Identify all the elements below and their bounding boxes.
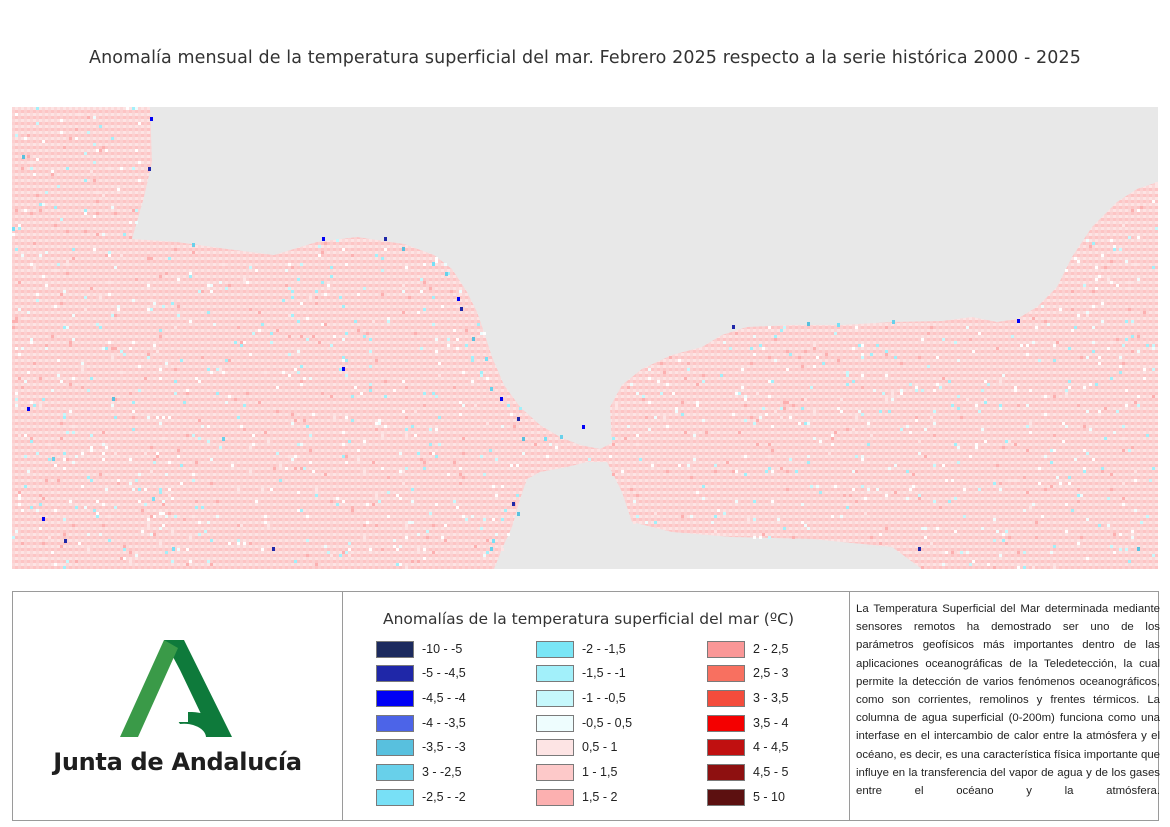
legend-item: 5 - 10 [707, 788, 785, 806]
legend-swatch [376, 664, 414, 682]
legend-item: -4 - -3,5 [376, 714, 466, 732]
legend-label: -4,5 - -4 [422, 691, 466, 705]
map-canvas [12, 107, 1158, 569]
legend-item: -2 - -1,5 [536, 640, 626, 658]
legend-item: 3,5 - 4 [707, 714, 788, 732]
legend-item: -2,5 - -2 [376, 788, 466, 806]
legend-swatch [536, 763, 574, 781]
legend-swatch [376, 640, 414, 658]
description-text: La Temperatura Superficial del Mar deter… [856, 603, 1160, 798]
legend-item: -4,5 - -4 [376, 689, 466, 707]
legend-label: -1 - -0,5 [582, 691, 626, 705]
legend-item: -5 - -4,5 [376, 664, 466, 682]
legend-item: 3 - 3,5 [707, 689, 788, 707]
legend-swatch [376, 714, 414, 732]
coastal-cold-pixels [12, 117, 1140, 551]
legend-item: -3,5 - -3 [376, 738, 466, 756]
legend-item: -0,5 - 0,5 [536, 714, 632, 732]
legend-swatch [707, 640, 745, 658]
legend-item: 1 - 1,5 [536, 763, 617, 781]
legend-swatch [536, 664, 574, 682]
legend-swatch [536, 689, 574, 707]
logo-wordmark: Junta de Andalucía [53, 748, 302, 776]
sea-west-gulf-of-cadiz [12, 107, 1158, 569]
legend-swatch [707, 664, 745, 682]
legend-label: 1 - 1,5 [582, 765, 618, 779]
legend-title: Anomalías de la temperatura superficial … [383, 610, 795, 628]
legend-swatch [376, 788, 414, 806]
junta-de-andalucia-logo-icon [120, 640, 232, 737]
legend-item: 3 - -2,5 [376, 763, 462, 781]
legend-label: -4 - -3,5 [422, 716, 466, 730]
legend-swatch [536, 640, 574, 658]
legend-label: -2,5 - -2 [422, 790, 466, 804]
anomaly-pixels [12, 107, 1158, 569]
legend-swatch [707, 788, 745, 806]
legend-label: -10 - -5 [422, 642, 463, 656]
legend-label: -3,5 - -3 [422, 740, 466, 754]
legend-label: 0,5 - 1 [582, 740, 618, 754]
legend-label: -0,5 - 0,5 [582, 716, 633, 730]
logo-panel: Junta de Andalucía [13, 592, 343, 820]
legend-item: 2,5 - 3 [707, 664, 788, 682]
legend-label: 1,5 - 2 [582, 790, 618, 804]
legend-swatch [376, 763, 414, 781]
sst-anomaly-map[interactable] [12, 107, 1158, 569]
legend-swatch [376, 689, 414, 707]
legend-swatch [536, 714, 574, 732]
legend-label: 4,5 - 5 [753, 765, 789, 779]
legend-item: -1 - -0,5 [536, 689, 626, 707]
legend-swatch [536, 738, 574, 756]
legend-swatch [707, 738, 745, 756]
legend-label: -1,5 - -1 [582, 666, 626, 680]
legend-label: 2,5 - 3 [753, 666, 789, 680]
legend-item: -1,5 - -1 [536, 664, 626, 682]
legend-swatch [707, 763, 745, 781]
legend-label: 3,5 - 4 [753, 716, 789, 730]
legend-swatch [707, 714, 745, 732]
map-title: Anomalía mensual de la temperatura super… [89, 48, 1081, 68]
description-panel: La Temperatura Superficial del Mar deter… [856, 600, 1160, 818]
legend-label: 3 - 3,5 [753, 691, 789, 705]
footer-panel: Junta de Andalucía Anomalías de la tempe… [12, 591, 1160, 821]
legend-label: 2 - 2,5 [753, 642, 789, 656]
legend-label: -2 - -1,5 [582, 642, 626, 656]
legend-label: 5 - 10 [753, 790, 785, 804]
legend-panel: Anomalías de la temperatura superficial … [343, 592, 850, 820]
legend-item: -10 - -5 [376, 640, 462, 658]
legend-label: 4 - 4,5 [753, 740, 789, 754]
legend-swatch [376, 738, 414, 756]
legend-item: 1,5 - 2 [536, 788, 617, 806]
legend-item: 4,5 - 5 [707, 763, 788, 781]
legend-item: 0,5 - 1 [536, 738, 617, 756]
legend-swatch [536, 788, 574, 806]
legend-label: 3 - -2,5 [422, 765, 462, 779]
legend-item: 2 - 2,5 [707, 640, 788, 658]
legend-label: -5 - -4,5 [422, 666, 466, 680]
legend-swatch [707, 689, 745, 707]
legend-item: 4 - 4,5 [707, 738, 788, 756]
